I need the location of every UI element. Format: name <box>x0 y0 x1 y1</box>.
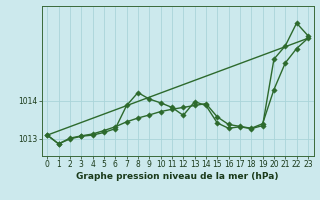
X-axis label: Graphe pression niveau de la mer (hPa): Graphe pression niveau de la mer (hPa) <box>76 172 279 181</box>
